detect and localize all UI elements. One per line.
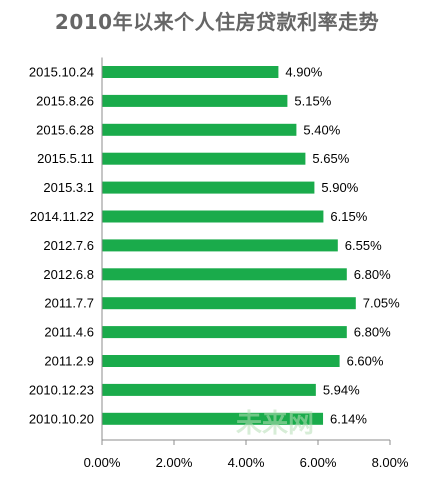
bar — [102, 94, 288, 107]
data-label: 6.55% — [345, 238, 382, 253]
category-label: 2010.12.23 — [29, 382, 94, 397]
chart-title: 2010年以来个人住房贷款利率走势 — [54, 10, 380, 34]
category-label: 2015.8.26 — [36, 93, 94, 108]
category-label: 2012.7.6 — [43, 238, 94, 253]
x-tick-label: 2.00% — [156, 455, 193, 470]
category-label: 2015.6.28 — [36, 122, 94, 137]
bar — [102, 181, 315, 194]
data-label: 5.40% — [303, 122, 340, 137]
data-label: 6.80% — [354, 325, 391, 340]
x-tick-label: 4.00% — [228, 455, 265, 470]
category-labels: 2015.10.24 2015.8.26 2015.6.28 2015.5.11 201… — [29, 65, 94, 427]
data-label: 6.14% — [330, 411, 367, 426]
data-label: 6.60% — [347, 354, 384, 369]
value-labels: 4.90% 5.15% 5.40% 5.65% 5.90% 6.15% 6.55% 6.80%… — [285, 65, 400, 427]
data-label: 5.15% — [294, 93, 331, 108]
watermark-text: 未来网 — [236, 409, 314, 439]
bar — [102, 123, 297, 136]
data-label: 5.90% — [321, 180, 358, 195]
category-label: 2011.4.6 — [44, 325, 94, 340]
category-label: 2015.5.11 — [37, 151, 94, 166]
data-label: 6.80% — [354, 267, 391, 282]
bar — [102, 152, 306, 165]
bar — [102, 355, 340, 367]
data-label: 4.90% — [285, 65, 322, 80]
data-label: 5.65% — [312, 151, 349, 166]
bar — [102, 326, 347, 339]
category-label: 2015.10.24 — [29, 65, 94, 80]
category-label: 2011.2.9 — [44, 354, 94, 369]
bar — [102, 210, 324, 223]
bars-layer — [102, 66, 356, 425]
bar — [102, 239, 338, 252]
x-tick-label: 6.00% — [300, 455, 337, 470]
bar — [102, 412, 324, 425]
data-label: 5.94% — [323, 382, 360, 397]
category-label: 2012.6.8 — [43, 267, 94, 282]
data-label: 6.15% — [330, 209, 367, 224]
category-label: 2014.11.22 — [30, 209, 94, 224]
bar — [102, 297, 356, 310]
x-tick-label: 0.00% — [84, 455, 121, 470]
bar — [102, 268, 347, 281]
bar — [102, 383, 316, 396]
category-label: 2011.7.7 — [44, 296, 94, 311]
x-tick-label: 8.00% — [372, 455, 409, 470]
x-axis: 0.00% 2.00% 4.00% 6.00% 8.00% — [84, 57, 409, 470]
data-label: 7.05% — [363, 296, 400, 311]
category-label: 2010.10.20 — [29, 411, 94, 426]
category-label: 2015.3.1 — [43, 180, 94, 195]
bar — [102, 66, 279, 78]
